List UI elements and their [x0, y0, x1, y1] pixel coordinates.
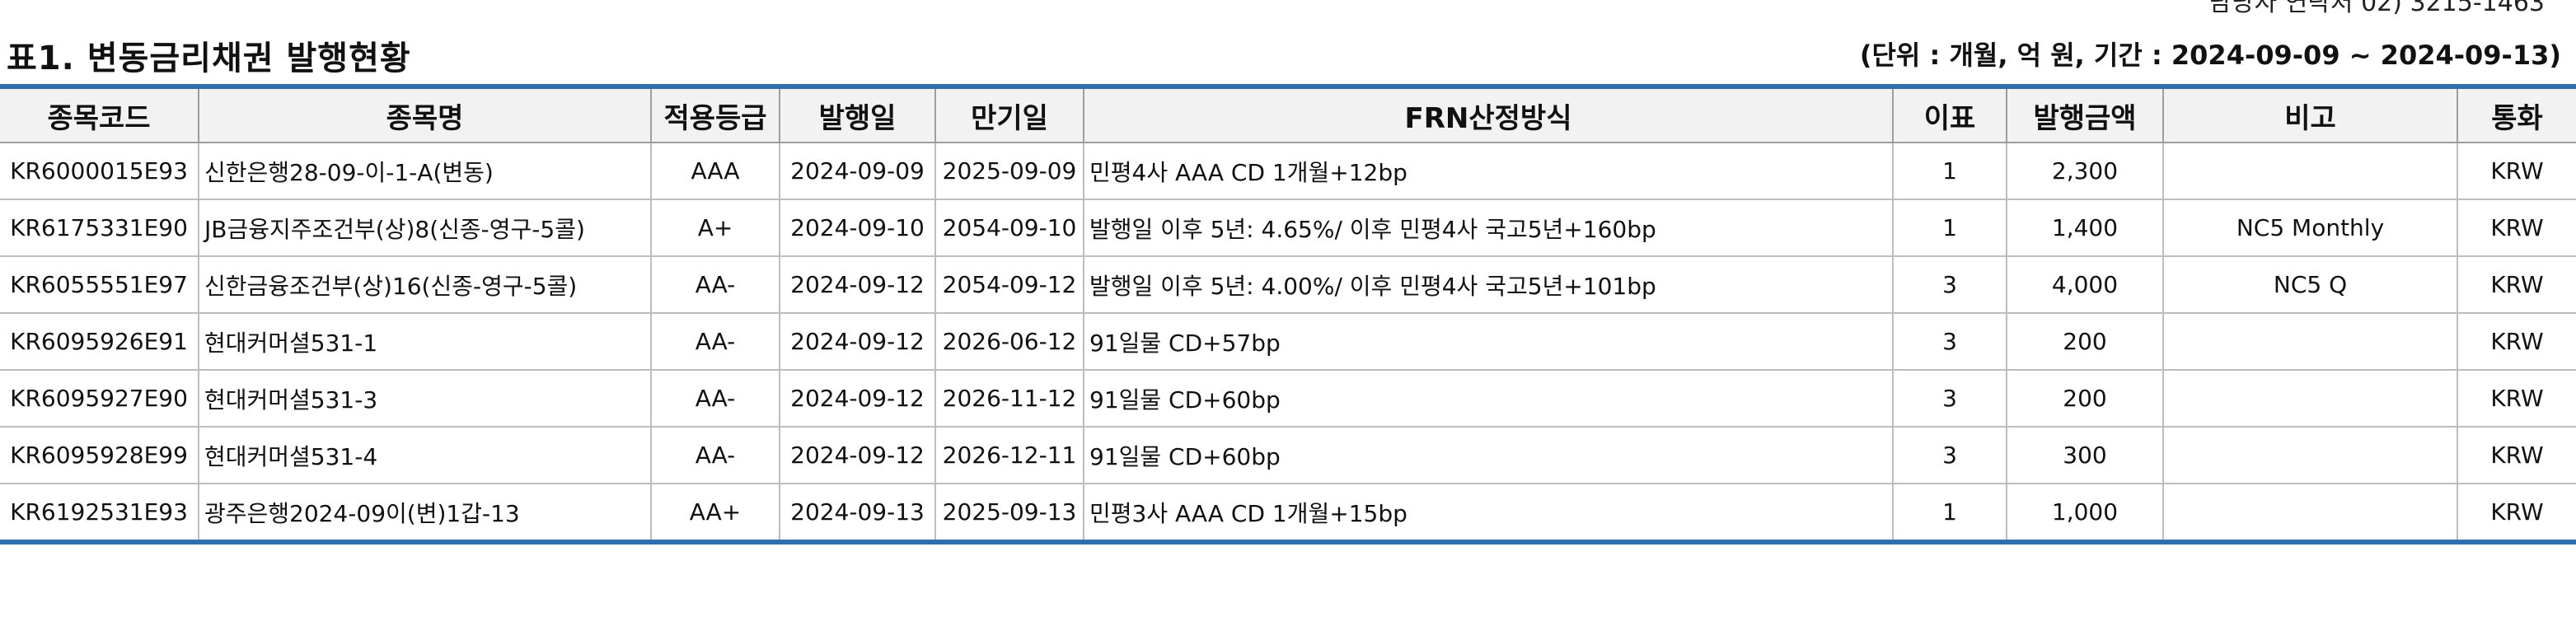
cell-remarks: NC5 Monthly	[2162, 199, 2458, 257]
header-row: 종목코드 종목명 적용등급 발행일 만기일 FRN산정방식 이표 발행금액 비고…	[0, 86, 2576, 143]
header-grade: 적용등급	[650, 86, 780, 143]
cell-amount: 1,400	[2006, 199, 2164, 257]
cell-coupon: 1	[1892, 199, 2007, 257]
cell-code: KR6095928E99	[0, 426, 199, 484]
cell-amount: 200	[2006, 369, 2164, 428]
cell-remarks	[2162, 426, 2458, 484]
cell-maturity-date: 2026-11-12	[934, 369, 1084, 428]
cell-frn-method: 발행일 이후 5년: 4.00%/ 이후 민평4사 국고5년+101bp	[1083, 255, 1894, 314]
cell-issue-date: 2024-09-12	[779, 312, 936, 371]
cell-maturity-date: 2054-09-10	[934, 199, 1084, 257]
cell-frn-method: 발행일 이후 5년: 4.65%/ 이후 민평4사 국고5년+160bp	[1083, 199, 1894, 257]
cell-name: JB금융지주조건부(상)8(신종-영구-5콜)	[198, 199, 652, 257]
cell-amount: 300	[2006, 426, 2164, 484]
cell-frn-method: 민평3사 AAA CD 1개월+15bp	[1083, 483, 1894, 543]
table-row: KR6192531E93 광주은행2024-09이(변)1갑-13 AA+ 20…	[0, 483, 2576, 543]
cell-amount: 200	[2006, 312, 2164, 371]
cell-currency: KRW	[2457, 312, 2576, 371]
cell-name: 신한은행28-09-이-1-A(변동)	[198, 142, 652, 200]
cell-coupon: 3	[1892, 255, 2007, 314]
cell-issue-date: 2024-09-10	[779, 199, 936, 257]
cell-coupon: 1	[1892, 142, 2007, 200]
cell-code: KR6000015E93	[0, 142, 199, 200]
cell-remarks: NC5 Q	[2162, 255, 2458, 314]
cell-frn-method: 민평4사 AAA CD 1개월+12bp	[1083, 142, 1894, 200]
cell-grade: AAA	[650, 142, 780, 200]
header-amount: 발행금액	[2006, 86, 2164, 143]
table-row: KR6175331E90 JB금융지주조건부(상)8(신종-영구-5콜) A+ …	[0, 199, 2576, 257]
frn-issuance-table: 종목코드 종목명 적용등급 발행일 만기일 FRN산정방식 이표 발행금액 비고…	[0, 84, 2576, 545]
cell-currency: KRW	[2457, 483, 2576, 543]
cell-code: KR6095927E90	[0, 369, 199, 428]
cell-currency: KRW	[2457, 255, 2576, 314]
cell-coupon: 3	[1892, 312, 2007, 371]
cell-coupon: 1	[1892, 483, 2007, 543]
cell-currency: KRW	[2457, 369, 2576, 428]
cell-currency: KRW	[2457, 426, 2576, 484]
header-remarks: 비고	[2162, 86, 2458, 143]
cell-code: KR6175331E90	[0, 199, 199, 257]
table-row: KR6095927E90 현대커머셜531-3 AA- 2024-09-12 2…	[0, 369, 2576, 428]
cell-currency: KRW	[2457, 142, 2576, 200]
cell-frn-method: 91일물 CD+60bp	[1083, 369, 1894, 428]
cell-code: KR6095926E91	[0, 312, 199, 371]
cell-issue-date: 2024-09-13	[779, 483, 936, 543]
cell-issue-date: 2024-09-12	[779, 426, 936, 484]
cell-amount: 1,000	[2006, 483, 2164, 543]
cell-name: 현대커머셜531-3	[198, 369, 652, 428]
cell-maturity-date: 2026-12-11	[934, 426, 1084, 484]
cell-coupon: 3	[1892, 426, 2007, 484]
cell-maturity-date: 2054-09-12	[934, 255, 1084, 314]
header-maturity-date: 만기일	[934, 86, 1084, 143]
page-title: 표1. 변동금리채권 발행현황	[7, 40, 411, 77]
table-row: KR6055551E97 신한금융조건부(상)16(신종-영구-5콜) AA- …	[0, 255, 2576, 314]
table-row: KR6000015E93 신한은행28-09-이-1-A(변동) AAA 202…	[0, 142, 2576, 200]
cell-issue-date: 2024-09-09	[779, 142, 936, 200]
cell-remarks	[2162, 312, 2458, 371]
cell-frn-method: 91일물 CD+60bp	[1083, 426, 1894, 484]
cell-grade: AA-	[650, 312, 780, 371]
cell-currency: KRW	[2457, 199, 2576, 257]
cell-name: 광주은행2024-09이(변)1갑-13	[198, 483, 652, 543]
cell-amount: 4,000	[2006, 255, 2164, 314]
cell-name: 현대커머셜531-4	[198, 426, 652, 484]
cell-code: KR6192531E93	[0, 483, 199, 543]
header-code: 종목코드	[0, 86, 199, 143]
cell-code: KR6055551E97	[0, 255, 199, 314]
cell-issue-date: 2024-09-12	[779, 255, 936, 314]
cell-amount: 2,300	[2006, 142, 2164, 200]
cell-name: 현대커머셜531-1	[198, 312, 652, 371]
cell-remarks	[2162, 142, 2458, 200]
cell-remarks	[2162, 483, 2458, 543]
table-row: KR6095926E91 현대커머셜531-1 AA- 2024-09-12 2…	[0, 312, 2576, 371]
cell-grade: AA-	[650, 255, 780, 314]
cell-name: 신한금융조건부(상)16(신종-영구-5콜)	[198, 255, 652, 314]
cell-grade: AA-	[650, 426, 780, 484]
cell-maturity-date: 2026-06-12	[934, 312, 1084, 371]
header-issue-date: 발행일	[779, 86, 936, 143]
cell-maturity-date: 2025-09-13	[934, 483, 1084, 543]
cell-grade: A+	[650, 199, 780, 257]
cell-coupon: 3	[1892, 369, 2007, 428]
cell-remarks	[2162, 369, 2458, 428]
header-currency: 통화	[2457, 86, 2576, 143]
header-name: 종목명	[198, 86, 652, 143]
cell-issue-date: 2024-09-12	[779, 369, 936, 428]
contact-note: 담당자 연락처 02) 3215-1463	[2208, 0, 2545, 17]
unit-note: (단위 : 개월, 억 원, 기간 : 2024-09-09 ~ 2024-09…	[1859, 40, 2561, 71]
cell-frn-method: 91일물 CD+57bp	[1083, 312, 1894, 371]
table-row: KR6095928E99 현대커머셜531-4 AA- 2024-09-12 2…	[0, 426, 2576, 484]
cell-grade: AA+	[650, 483, 780, 543]
cell-maturity-date: 2025-09-09	[934, 142, 1084, 200]
header-frn-method: FRN산정방식	[1083, 86, 1894, 143]
cell-grade: AA-	[650, 369, 780, 428]
header-coupon: 이표	[1892, 86, 2007, 143]
